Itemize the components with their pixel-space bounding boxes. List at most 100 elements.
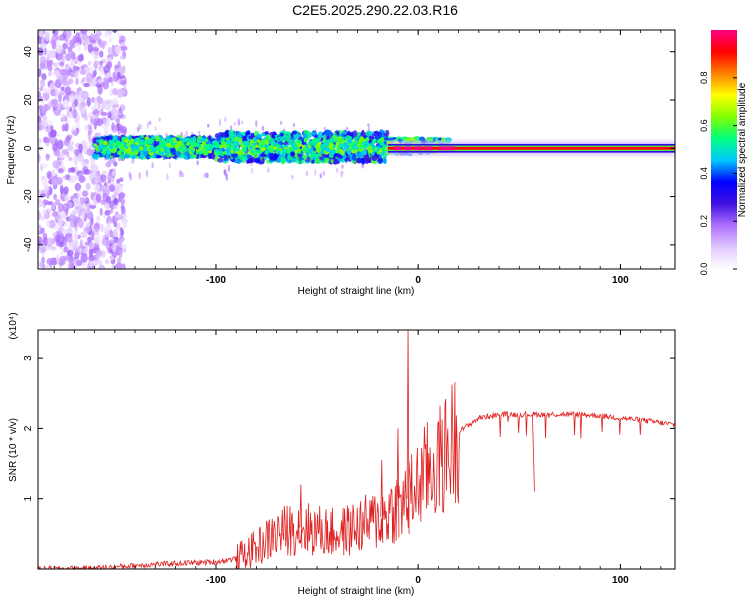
heatmap-faint-speckle [148, 120, 152, 126]
heatmap-faint-speckle [206, 172, 209, 179]
heatmap-noise-speckle [79, 208, 87, 213]
heatmap-bright-blob [182, 138, 187, 143]
heatmap-noise-speckle [95, 83, 102, 88]
heatmap-noise-speckle [87, 112, 92, 118]
heatmap-noise-speckle [67, 224, 73, 235]
heatmap-noise-speckle [107, 221, 111, 230]
heatmap-noise-speckle [112, 244, 116, 253]
heatmap-bright-blob [322, 142, 327, 146]
heatmap-noise-speckle [99, 60, 104, 65]
heatmap-noise-speckle [103, 99, 111, 105]
heatmap-noise-speckle [72, 108, 78, 119]
heatmap-band-blob [383, 132, 389, 137]
heatmap-bright-blob [303, 138, 308, 143]
heatmap-band-blob [280, 157, 287, 164]
heatmap-noise-speckle [55, 87, 59, 97]
heatmap-noise-speckle [63, 99, 69, 108]
heatmap-bright-blob [190, 149, 195, 154]
heatmap-noise-speckle [118, 250, 123, 259]
heatmap-noise-speckle [107, 172, 112, 181]
heatmap-faint-speckle [305, 170, 309, 177]
heatmap-noise-speckle [72, 197, 80, 203]
heatmap-noise-speckle [63, 246, 68, 253]
heatmap-bright-blob [351, 144, 357, 150]
heatmap-noise-speckle [113, 97, 118, 104]
heatmap-noise-speckle [53, 62, 58, 68]
heatmap-noise-speckle [116, 178, 121, 184]
heatmap-noise-speckle [96, 233, 100, 242]
heatmap-noise-speckle [41, 107, 47, 116]
heatmap-faint-speckle [145, 169, 149, 178]
heatmap-noise-speckle [99, 103, 106, 108]
heatmap-noise-speckle [107, 111, 112, 119]
heatmap-noise-speckle [38, 224, 42, 230]
heatmap-bright-blob [363, 140, 370, 147]
heatmap-noise-speckle [64, 240, 68, 247]
heatmap-noise-speckle [69, 93, 75, 103]
heatmap-noise-speckle [63, 37, 69, 42]
heatmap-noise-speckle [61, 124, 66, 132]
colorbar-tick-label: 0.4 [699, 167, 709, 180]
heatmap-noise-speckle [84, 125, 89, 131]
heatmap-band-blob [192, 154, 198, 158]
heatmap-noise-speckle [83, 227, 90, 233]
heatmap-band-blob [219, 149, 224, 157]
heatmap-faint-speckle [158, 117, 161, 122]
spectrogram-x-tick-label: -100 [206, 275, 226, 286]
heatmap-noise-speckle [69, 241, 75, 250]
heatmap-bright-blob [374, 147, 378, 151]
heatmap-noise-speckle [78, 174, 85, 184]
heatmap-bright-blob [216, 150, 221, 155]
heatmap-noise-speckle [118, 192, 126, 199]
spectrogram-y-tick-label: -40 [23, 237, 34, 252]
heatmap-noise-speckle [115, 213, 122, 219]
heatmap-noise-speckle [38, 36, 42, 45]
heatmap-noise-speckle [38, 195, 41, 203]
spectrogram-frame [37, 29, 676, 270]
heatmap-noise-speckle [69, 140, 75, 147]
heatmap-bright-blob [307, 145, 312, 149]
heatmap-faint-speckle [267, 167, 270, 173]
heatmap-faint-speckle [154, 126, 157, 131]
heatmap-band-blob [239, 154, 244, 161]
heatmap-noise-speckle [67, 167, 73, 174]
heatmap-bright-blob [159, 143, 165, 148]
heatmap-band-blob [256, 134, 262, 139]
heatmap-noise-speckle [66, 144, 74, 152]
heatmap-band-blob [265, 134, 272, 141]
heatmap-noise-speckle [119, 185, 123, 193]
heatmap-noise-speckle [93, 61, 99, 69]
heatmap-band-blob [101, 148, 107, 155]
carrier-pulse [424, 146, 433, 151]
heatmap-noise-speckle [52, 160, 60, 169]
heatmap-noise-speckle [74, 42, 80, 47]
heatmap-bright-blob [230, 149, 234, 154]
heatmap-noise-speckle [80, 30, 88, 35]
heatmap-faint-speckle [250, 167, 254, 174]
heatmap-noise-speckle [73, 239, 79, 250]
heatmap-noise-speckle [120, 125, 128, 135]
heatmap-band-blob [285, 134, 292, 140]
heatmap-noise-speckle [91, 114, 96, 120]
heatmap-noise-speckle [120, 204, 124, 211]
heatmap-noise-speckle [101, 234, 106, 239]
heatmap-noise-speckle [111, 122, 115, 131]
heatmap-noise-speckle [38, 110, 41, 117]
heatmap-bright-blob [145, 139, 149, 143]
heatmap-noise-speckle [56, 35, 64, 41]
heatmap-faint-speckle [166, 173, 169, 181]
heatmap-band-blob [288, 140, 292, 146]
heatmap-band-blob [342, 130, 347, 135]
spectrogram-y-axis-label: Frequency (Hz) [6, 116, 17, 185]
spectrogram-x-tick-label: 0 [415, 275, 421, 286]
heatmap-noise-speckle [114, 184, 121, 193]
snr-spike [380, 460, 384, 543]
heatmap-noise-speckle [120, 45, 128, 51]
heatmap-band-blob [371, 154, 378, 162]
heatmap-noise-speckle [65, 53, 72, 62]
heatmap-noise-speckle [90, 177, 98, 185]
heatmap-noise-speckle [109, 208, 114, 214]
heatmap-bright-blob [344, 142, 348, 147]
heatmap-noise-speckle [82, 92, 88, 99]
heatmap-noise-speckle [52, 142, 58, 152]
